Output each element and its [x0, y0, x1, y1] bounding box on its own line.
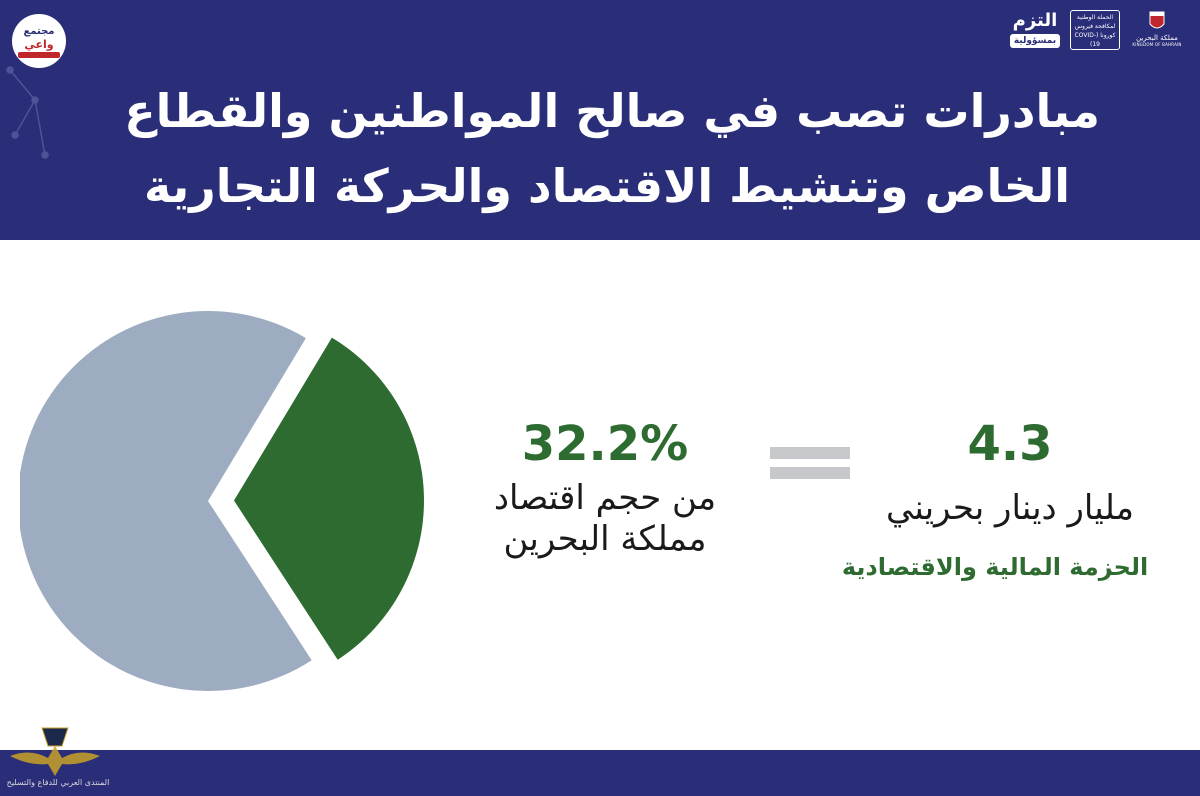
watermark-text: المنتدى العربي للدفاع والتسليح — [6, 778, 110, 787]
eagle-emblem-icon — [10, 727, 100, 776]
iltazim-logo: التزم بمسؤولية — [1010, 10, 1060, 54]
percentage-value: 32.2% — [521, 416, 689, 472]
pie-slice-1 — [20, 311, 312, 691]
covid-campaign-badge: الحملة الوطنية لمكافحة فيروس كورونا (COV… — [1070, 10, 1120, 50]
pie-slice-0 — [233, 337, 424, 660]
mujtama-waei-logo: مجتمع واعي — [12, 14, 66, 68]
logo-line1: مجتمع — [23, 26, 55, 37]
forum-watermark: المنتدى العربي للدفاع والتسليح — [0, 718, 110, 796]
package-label: الحزمة المالية والاقتصادية — [841, 553, 1149, 581]
amount-value: 4.3 — [967, 416, 1053, 472]
header-banner: مجتمع واعي التزم بمسؤولية الحملة الوطنية… — [0, 0, 1200, 240]
kingdom-of-bahrain-logo: مملكة البحرين KINGDOM OF BAHRAIN — [1128, 8, 1186, 54]
percentage-description: من حجم اقتصاد مملكة البحرين — [455, 478, 755, 560]
logo-band — [18, 52, 60, 58]
logo-line2: واعي — [24, 38, 54, 51]
percentage-desc-line1: من حجم اقتصاد — [493, 478, 717, 518]
equals-bar-bottom — [770, 467, 850, 479]
footer-banner — [0, 750, 1200, 796]
network-decoration-icon — [6, 66, 49, 159]
page-title-line2: الخاص وتنشيط الاقتصاد والحركة التجارية — [144, 159, 1070, 213]
kingdom-ar: مملكة البحرين — [1136, 34, 1178, 42]
equals-bar-top — [770, 447, 850, 459]
amount-description: مليار دينار بحريني — [886, 488, 1134, 528]
page-title-line1: مبادرات تصب في صالح المواطنين والقطاع — [124, 84, 1100, 138]
bahrain-emblem-icon — [1149, 11, 1165, 29]
iltazim-main: التزم — [1012, 10, 1058, 31]
iltazim-sub: بمسؤولية — [1010, 34, 1060, 48]
percentage-desc-line2: مملكة البحرين — [503, 518, 707, 559]
kingdom-en: KINGDOM OF BAHRAIN — [1132, 42, 1182, 47]
pie-chart — [20, 311, 424, 691]
